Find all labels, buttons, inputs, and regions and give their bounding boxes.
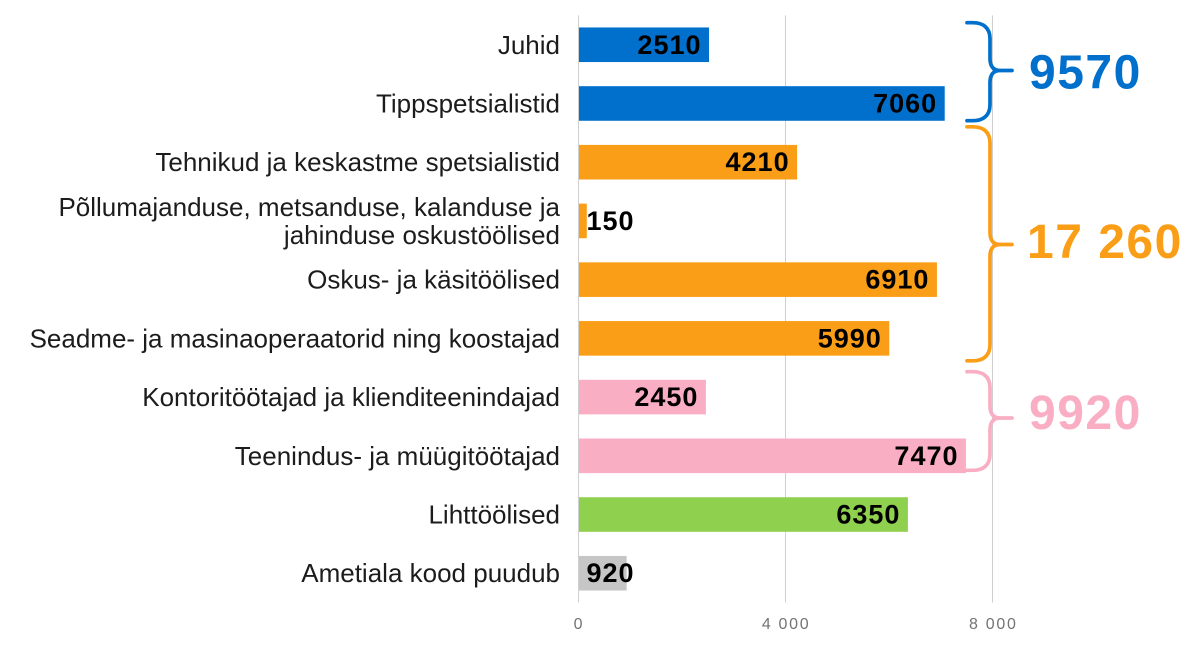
svg-text:Tippspetsialistid: Tippspetsialistid — [376, 88, 560, 118]
svg-text:17 260: 17 260 — [1027, 216, 1183, 269]
svg-text:Oskus- ja käsitöölised: Oskus- ja käsitöölised — [307, 265, 560, 295]
svg-text:6350: 6350 — [836, 500, 900, 530]
svg-text:Juhid: Juhid — [498, 30, 560, 60]
svg-text:9570: 9570 — [1029, 46, 1142, 99]
svg-text:150: 150 — [587, 206, 635, 236]
svg-text:9920: 9920 — [1029, 387, 1142, 440]
svg-text:Kontoritöötajad ja klienditeen: Kontoritöötajad ja klienditeenindajad — [142, 382, 560, 412]
svg-text:4 000: 4 000 — [762, 616, 811, 633]
svg-text:7470: 7470 — [894, 441, 958, 471]
svg-text:7060: 7060 — [873, 88, 937, 118]
svg-text:Tehnikud ja keskastme spetsial: Tehnikud ja keskastme spetsialistid — [155, 147, 560, 177]
svg-text:0: 0 — [574, 616, 585, 633]
svg-text:8 000: 8 000 — [969, 616, 1018, 633]
svg-text:Põllumajanduse, metsanduse, ka: Põllumajanduse, metsanduse, kalanduse ja — [58, 192, 560, 222]
svg-text:2450: 2450 — [634, 382, 698, 412]
svg-text:jahinduse oskustöölised: jahinduse oskustöölised — [283, 220, 560, 250]
svg-text:6910: 6910 — [865, 265, 929, 295]
svg-text:Ametiala kood puudub: Ametiala kood puudub — [301, 558, 560, 588]
svg-text:920: 920 — [587, 558, 635, 588]
svg-text:Teenindus- ja müügitöötajad: Teenindus- ja müügitöötajad — [235, 441, 560, 471]
svg-text:Lihttöölised: Lihttöölised — [428, 500, 560, 530]
svg-text:5990: 5990 — [818, 323, 882, 353]
svg-text:Seadme- ja masinaoperaatorid n: Seadme- ja masinaoperaatorid ning koosta… — [30, 323, 560, 353]
svg-text:2510: 2510 — [637, 30, 701, 60]
svg-text:4210: 4210 — [726, 147, 790, 177]
